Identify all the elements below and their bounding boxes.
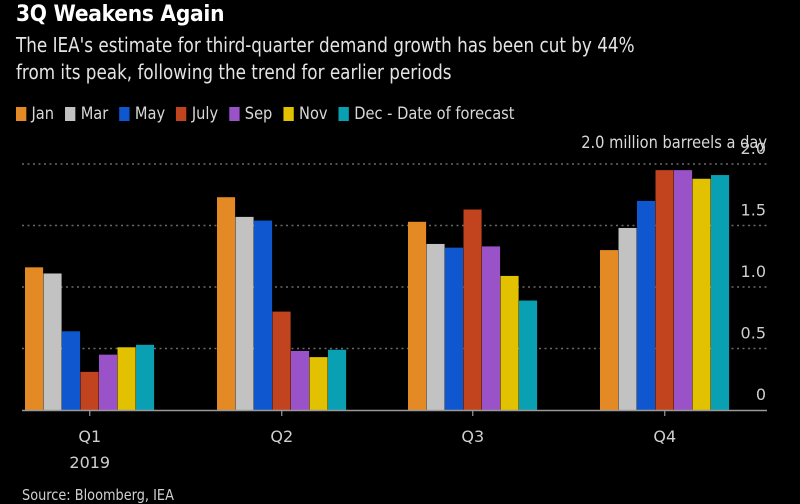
- x-tick-sublabel: 2019: [69, 453, 110, 472]
- bar-dec-q4: [711, 175, 730, 410]
- bar-sep-q4: [674, 170, 693, 410]
- bar-july-q3: [463, 209, 482, 410]
- legend-item-july: July: [176, 104, 218, 124]
- legend-label: Mar: [80, 104, 109, 124]
- chart-legend: Jan Mar May July Sep Nov Dec - Date of forecas…: [16, 104, 526, 124]
- legend-swatch: [283, 107, 294, 121]
- y-tick-label: 0: [756, 385, 766, 404]
- bar-mar-q1: [43, 273, 62, 410]
- x-tick-label: Q1: [78, 427, 101, 446]
- y-tick-label: 0.5: [741, 324, 766, 343]
- x-tick-label: Q2: [270, 427, 293, 446]
- legend-item-mar: Mar: [65, 104, 108, 124]
- legend-swatch: [119, 107, 130, 121]
- y-axis-unit-label: 2.0 million barreels a day: [581, 133, 767, 153]
- legend-swatch: [338, 107, 350, 121]
- bar-may-q3: [445, 247, 464, 410]
- bar-july-q1: [80, 371, 99, 410]
- legend-swatch: [16, 107, 27, 121]
- legend-swatch: [229, 107, 240, 121]
- chart-title: 3Q Weakens Again: [16, 2, 225, 27]
- legend-label: Jan: [31, 104, 55, 124]
- legend-swatch: [65, 107, 76, 121]
- bar-dec-q3: [519, 300, 538, 410]
- x-tick-label: Q4: [653, 427, 676, 446]
- legend-swatch: [176, 107, 187, 121]
- legend-label: Nov: [299, 104, 328, 124]
- legend-item-may: May: [119, 104, 165, 124]
- bar-nov-q4: [692, 178, 711, 410]
- legend-item-jan: Jan: [16, 104, 54, 124]
- subtitle-line-1: The IEA's estimate for third-quarter dem…: [16, 33, 635, 57]
- bar-may-q4: [637, 200, 656, 410]
- bar-sep-q2: [291, 350, 310, 410]
- x-tick-label: Q3: [461, 427, 484, 446]
- bar-mar-q4: [618, 227, 637, 410]
- bar-dec-q2: [328, 349, 347, 410]
- bar-july-q2: [272, 311, 291, 410]
- legend-label: May: [134, 104, 166, 124]
- y-tick-label: 2.0: [741, 139, 766, 158]
- legend-item-dec: Dec - Date of forecast: [338, 104, 515, 124]
- subtitle-line-2: from its peak, following the trend for e…: [16, 60, 452, 84]
- legend-label: July: [191, 104, 219, 124]
- bar-jan-q3: [408, 221, 427, 410]
- bar-mar-q2: [235, 216, 254, 410]
- bar-july-q4: [655, 170, 674, 410]
- chart-subtitle: The IEA's estimate for third-quarter dem…: [16, 32, 635, 86]
- legend-item-sep: Sep: [229, 104, 272, 124]
- bar-sep-q3: [482, 246, 501, 410]
- legend-label: Sep: [244, 104, 273, 124]
- bar-nov-q1: [117, 347, 136, 410]
- bar-jan-q1: [25, 267, 44, 410]
- bar-mar-q3: [426, 243, 445, 410]
- bar-may-q1: [62, 331, 81, 410]
- source-note: Source: Bloomberg, IEA: [22, 486, 174, 504]
- legend-item-nov: Nov: [283, 104, 328, 124]
- bar-dec-q1: [136, 344, 155, 410]
- y-tick-label: 1.5: [741, 201, 766, 220]
- bar-sep-q1: [99, 354, 118, 410]
- bar-nov-q2: [309, 357, 328, 410]
- legend-label: Dec - Date of forecast: [354, 104, 515, 124]
- y-tick-label: 1.0: [741, 262, 766, 281]
- bar-jan-q2: [217, 197, 236, 410]
- bar-jan-q4: [600, 250, 619, 410]
- bar-nov-q3: [500, 275, 519, 410]
- bar-may-q2: [254, 220, 273, 410]
